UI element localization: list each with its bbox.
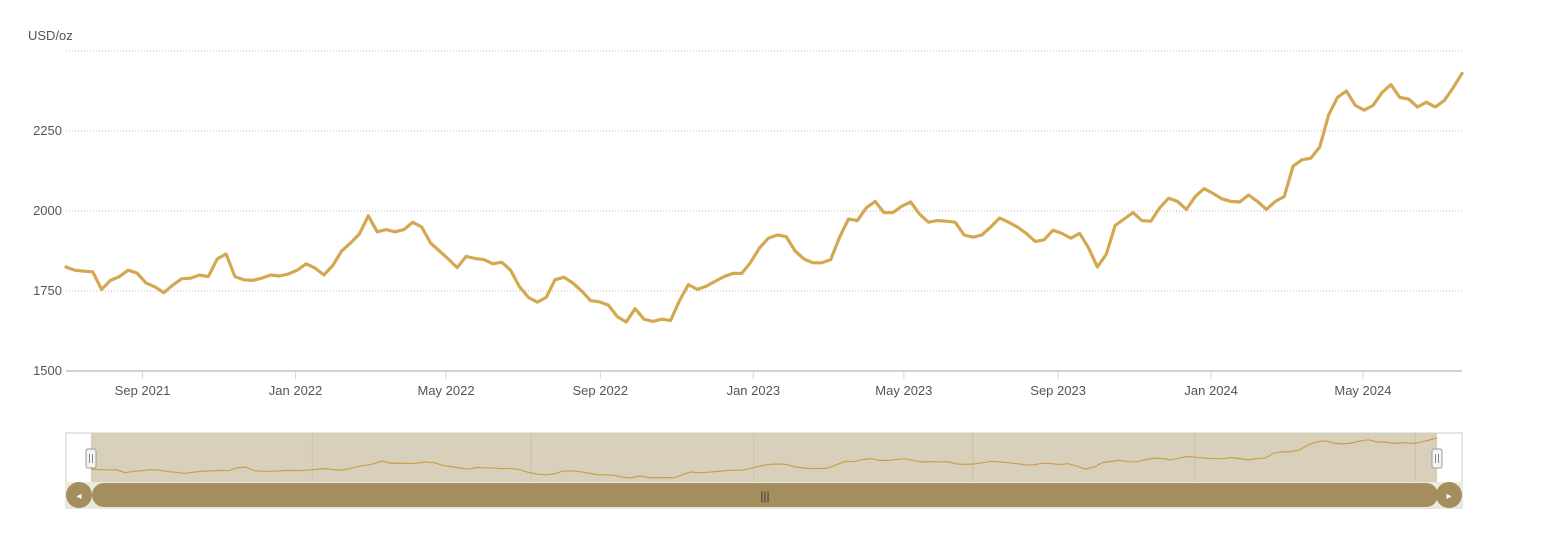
y-tick-label: 1750 — [33, 283, 62, 298]
y-tick-label: 2250 — [33, 123, 62, 138]
x-tick-label: May 2023 — [875, 383, 932, 398]
x-tick-label: Jan 2022 — [269, 383, 323, 398]
scrollbar-left-button[interactable] — [66, 482, 92, 508]
x-tick-label: May 2022 — [417, 383, 474, 398]
x-tick-label: May 2024 — [1334, 383, 1391, 398]
left-arrow-icon: ◂ — [76, 491, 81, 502]
navigator-left-handle[interactable] — [85, 448, 97, 469]
navigator-series-line — [90, 437, 1438, 479]
right-arrow-icon: ▸ — [1446, 491, 1451, 502]
y-axis-unit-label: USD/oz — [28, 28, 73, 43]
x-tick-label: Sep 2022 — [572, 383, 628, 398]
y-axis-labels: 1500 1750 2000 2250 — [33, 123, 62, 378]
x-tick-label: Sep 2023 — [1030, 383, 1086, 398]
scrollbar-thumb[interactable] — [92, 483, 1438, 507]
x-tick-label: Jan 2024 — [1184, 383, 1238, 398]
scrollbar-right-button[interactable] — [1436, 482, 1462, 508]
navigator[interactable]: ||| ◂ ▸ — [65, 432, 1463, 509]
y-tick-label: 2000 — [33, 203, 62, 218]
x-axis-labels: Sep 2021 Jan 2022 May 2022 Sep 2022 Jan 2023… — [115, 371, 1391, 398]
price-series-line — [64, 71, 1464, 324]
navigator-right-handle[interactable] — [1431, 448, 1443, 469]
y-tick-label: 1500 — [33, 363, 62, 378]
grid-lines — [66, 50, 1462, 372]
x-tick-label: Sep 2021 — [115, 383, 171, 398]
x-tick-label: Jan 2023 — [727, 383, 781, 398]
scrollbar-grip-icon: ||| — [760, 489, 769, 503]
